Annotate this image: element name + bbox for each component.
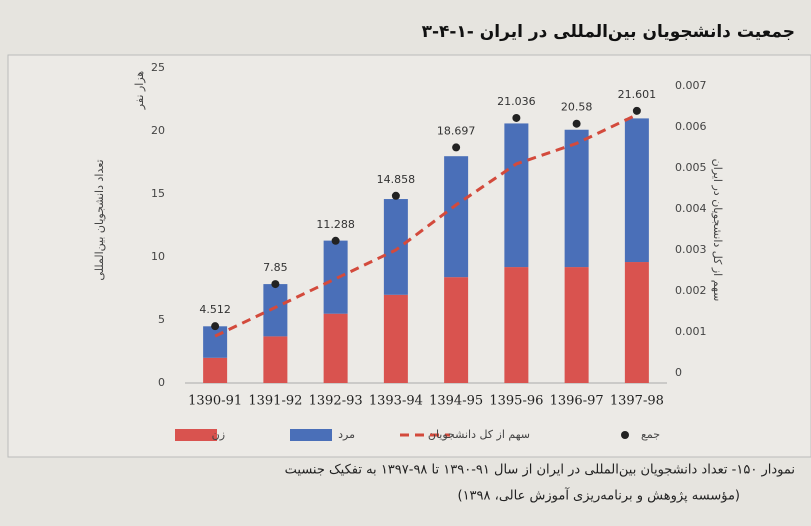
caption: نمودار ۱۵۰- تعداد دانشجویان بین‌المللی د… [285,463,795,478]
bar-segment [383,199,408,295]
bar-segment [323,313,348,383]
y-tick-label: 15 [151,187,165,200]
bar-segment [504,267,529,383]
x-tick-label: 1395-96 [489,394,543,409]
y-tick-label: 5 [158,313,165,326]
legend-label: زن [212,428,225,441]
data-label: 14.858 [377,173,416,186]
x-tick-label: 1394-95 [429,394,483,409]
title: ۳-۴-۱- جمعیت دانشجویان بین‌المللی در ایر… [422,22,795,42]
y2-tick-label: 0.004 [675,202,707,215]
share-line [214,113,638,338]
bar-segment [203,357,228,383]
bar-segment [444,156,469,278]
total-dot [211,322,220,331]
total-dot [271,280,280,289]
y2-tick-label: 0.002 [675,284,707,297]
data-label: 21.601 [618,88,657,101]
bar-segment [444,277,469,383]
y2-tick-label: 0.001 [675,325,707,338]
x-tick-label: 1392-93 [309,394,363,409]
data-label: 20.58 [561,101,593,114]
x-tick-label: 1396-97 [550,394,604,409]
y-tick-label: 10 [151,250,165,263]
bar-segment [564,129,589,268]
bar-segment [383,294,408,383]
y-axis-unit: هزار نفر [133,71,146,111]
y2-tick-label: 0.006 [675,120,707,133]
total-dot [452,143,461,152]
data-label: 21.036 [497,95,536,108]
x-tick-label: 1393-94 [369,394,423,409]
bar-segment [624,262,649,383]
chart-frame [7,54,811,458]
y-tick-label: 20 [151,124,165,137]
legend-dot [621,431,629,439]
data-label: 11.288 [316,218,355,231]
total-dot [632,106,641,115]
y2-tick-label: 0.007 [675,79,707,92]
legend-swatch [290,429,332,441]
total-dot [391,191,400,200]
caption-source: (مؤسسه پژوهش و برنامه‌ریزی آموزش عالی، ۱… [458,487,741,504]
x-tick-label: 1397-98 [610,394,664,409]
bar-segment [323,240,348,314]
bar-segment [624,118,649,263]
legend-label: جمع [641,428,660,441]
x-tick-label: 1390-91 [188,394,242,409]
data-label: 7.85 [263,261,288,274]
data-label: 18.697 [437,124,476,137]
y-axis-label: تعداد دانشجویان بین‌المللی [93,159,106,280]
legend-label: سهم از کل دانشجویان [428,428,530,441]
bar-segment [504,123,529,268]
bar-segment [203,326,228,358]
x-tick-label: 1391-92 [248,394,302,409]
total-dot [512,113,521,122]
total-dot [572,119,581,128]
data-label: 4.512 [199,303,231,316]
legend-label: مرد [338,428,355,441]
y2-tick-label: 0.005 [675,161,707,174]
y2-tick-label: 0.003 [675,243,707,256]
y-tick-label: 0 [158,376,165,389]
bar-segment [564,267,589,383]
bar-segment [263,284,288,337]
legend-swatch [175,429,217,441]
y2-axis-label: سهم از کل دانشجویان در ایران [711,159,724,302]
bar-segment [263,336,288,383]
total-dot [331,236,340,245]
y2-tick-label: 0 [675,366,682,379]
y-tick-label: 25 [151,61,165,74]
